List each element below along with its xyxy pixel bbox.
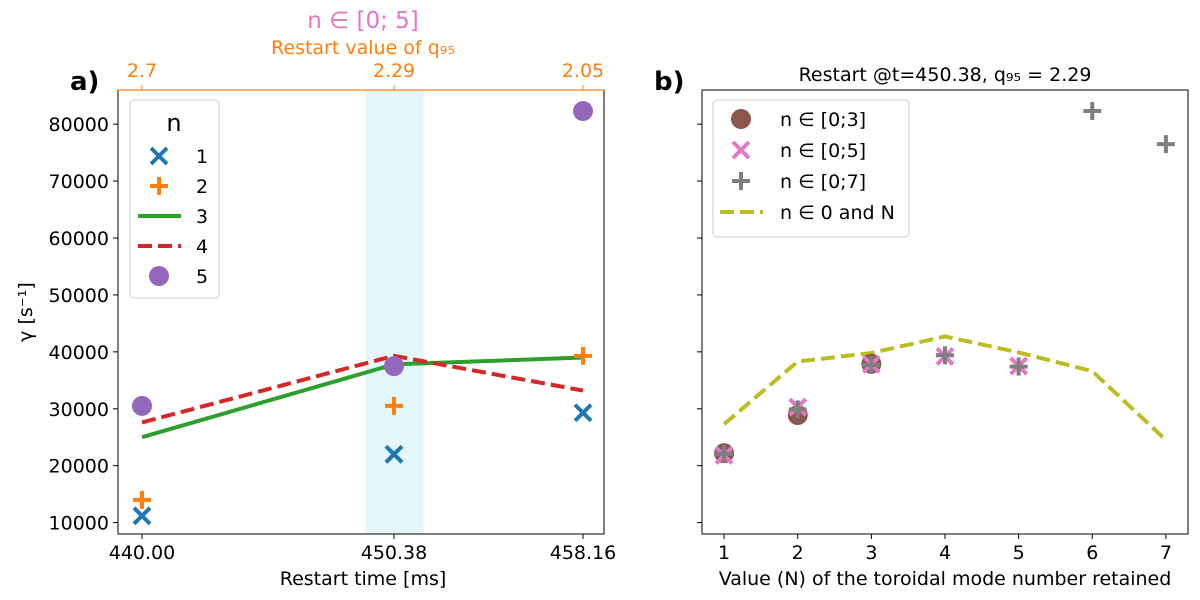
panel-b: 1 2 3 4 5 6 7 b) Restart @t=450.38, q₉₅ = 2.29… (654, 64, 1189, 590)
panel-a-legend-label: 1 (196, 146, 208, 168)
panel-b-series-point (1009, 357, 1028, 376)
panel-b-series-line (722, 334, 1168, 442)
panel-b-legend-label: n ∈ 0 and N (780, 202, 895, 224)
panel-b-series-point (936, 346, 954, 365)
panel-a-top-tick-label: 2.29 (373, 60, 415, 82)
panel-b-xtick-label: 3 (865, 542, 877, 564)
panel-a-series-1-point (573, 403, 593, 423)
panel-a-label: a) (70, 67, 99, 97)
panel-b-legend-label: n ∈ [0;7] (780, 171, 866, 193)
panel-b-label: b) (654, 67, 685, 97)
panel-b-legend-items: n ∈ [0;3] n ∈ [0;5] n ∈ [0;7] n ∈ 0 and N (720, 109, 895, 224)
panel-b-legend-swatch (731, 140, 751, 160)
panel-b-xtick-label: 4 (939, 542, 951, 564)
panel-a-ytick-label: 40000 (49, 342, 109, 364)
panel-a-legend-label: 3 (196, 206, 208, 228)
panel-b-series-point (788, 400, 807, 419)
panel-b-title: Restart @t=450.38, q₉₅ = 2.29 (799, 64, 1092, 86)
panel-a-top-tick-label: 2.7 (127, 60, 157, 82)
panel-a-xtick-label: 458.16 (550, 542, 616, 564)
panel-a-ticks: 10000 20000 30000 40000 50000 60000 70000 80000… (49, 114, 617, 564)
panel-b-series-point (1083, 102, 1102, 121)
panel-a-legend-label: 2 (196, 176, 208, 198)
panel-b-series (714, 102, 1175, 465)
panel-a-top-title: n ∈ [0; 5] (307, 8, 419, 34)
panel-a-series-5-point (573, 101, 593, 122)
panel-b-xlabel: Value (N) of the toroidal mode number re… (719, 568, 1172, 590)
panel-a-series-5-point (132, 395, 152, 416)
panel-a-ytick-label: 80000 (49, 114, 109, 136)
panel-a-series-2-point (133, 490, 151, 509)
panel-a-legend-swatch (149, 146, 169, 166)
panel-a-series (132, 101, 593, 526)
panel-b-series-point (1156, 135, 1175, 154)
panel-b-legend-label: n ∈ [0;3] (780, 109, 866, 131)
panel-a-xtick-label: 440.00 (109, 542, 175, 564)
panel-a-top-xlabel: Restart value of q₉₅ (271, 37, 455, 59)
panel-b-xtick-label: 2 (792, 542, 804, 564)
panel-b-series-point (715, 444, 734, 463)
panel-a-legend-label: 5 (196, 266, 208, 288)
panel-a-xlabel: Restart time [ms] (280, 568, 447, 590)
panel-a-ytick-label: 70000 (49, 171, 109, 193)
panel-a: 10000 20000 30000 40000 50000 60000 70000 80000… (15, 8, 616, 590)
panel-b-legend-box (712, 99, 910, 238)
panel-a-ytick-label: 20000 (49, 456, 109, 478)
panel-b-xtick-label: 6 (1086, 542, 1098, 564)
panel-a-legend-title: n (166, 109, 181, 137)
panel-a-series-3-line (141, 355, 584, 440)
panel-b-xtick-label: 1 (718, 542, 730, 564)
panel-a-ytick-label: 50000 (49, 285, 109, 307)
panel-a-legend-items: 1 2 3 4 5 (138, 146, 208, 288)
panel-a-series-1-point (132, 506, 152, 526)
panel-b-legend-swatch (731, 109, 751, 129)
panel-a-series-4-line (141, 353, 584, 425)
panel-b-xtick-label: 5 (1013, 542, 1025, 564)
panel-a-ytick-label: 30000 (49, 399, 109, 421)
panel-a-series-2-point (385, 396, 403, 415)
panel-a-ylabel: γ [s⁻¹] (15, 282, 37, 342)
panel-a-highlight-band (365, 90, 424, 534)
panel-b-legend-label: n ∈ [0;5] (780, 140, 866, 162)
panel-b-legend-swatch (732, 172, 750, 190)
panel-a-ytick-label: 60000 (49, 228, 109, 250)
panel-a-series-2-point (574, 346, 592, 365)
panel-b-legend: n ∈ [0;3] n ∈ [0;5] n ∈ [0;7] n ∈ 0 and N (712, 99, 910, 238)
panel-a-series-1-point (384, 444, 404, 464)
panel-a-legend-swatch (150, 177, 168, 195)
panel-b-series-point (862, 355, 881, 374)
panel-a-xtick-label: 450.38 (361, 542, 427, 564)
panel-b-frame (701, 89, 1189, 535)
panel-a-legend-swatch (149, 266, 169, 286)
panel-a-series-5-point (384, 356, 404, 377)
panel-a-legend: n 1 2 3 4 5 (129, 99, 220, 299)
panel-a-top-tick-label: 2.05 (562, 60, 604, 82)
panel-a-ytick-label: 10000 (49, 513, 109, 535)
panel-a-top-ticks: 2.7 2.29 2.05 (127, 60, 604, 90)
panel-a-legend-label: 4 (196, 236, 208, 258)
panel-b-ticks: 1 2 3 4 5 6 7 (697, 123, 1172, 564)
panel-b-xtick-label: 7 (1160, 542, 1172, 564)
